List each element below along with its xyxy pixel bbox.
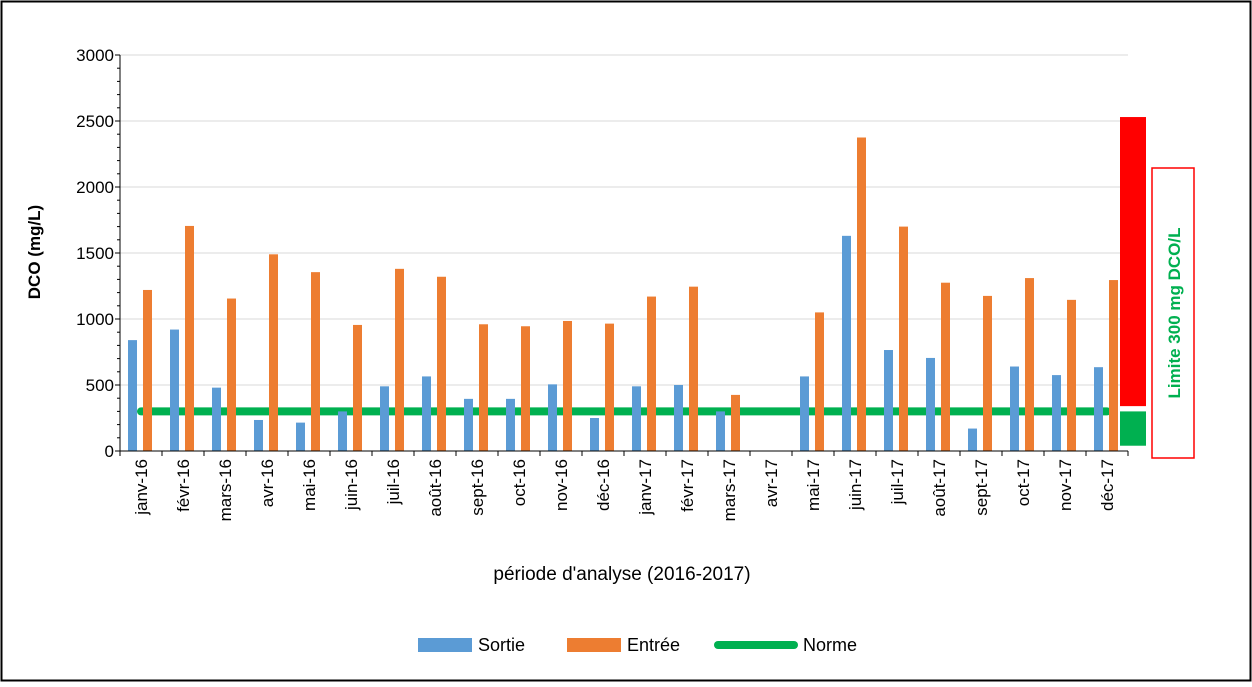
x-tick-label: févr-16 <box>174 459 193 512</box>
bar-entre <box>1067 299 1076 451</box>
bar-sortie <box>338 411 347 451</box>
legend-label: Entrée <box>627 635 680 655</box>
legend-swatch-sortie <box>418 638 472 652</box>
bar-entre <box>437 276 446 451</box>
x-tick-label: avr-17 <box>762 459 781 507</box>
x-tick-label: janv-17 <box>636 459 655 516</box>
x-tick-label: juil-16 <box>384 459 403 505</box>
limit-green-band <box>1120 411 1146 446</box>
bar-sortie <box>800 376 809 451</box>
bar-sortie <box>254 419 263 451</box>
y-tick-label: 1000 <box>76 310 114 329</box>
bar-entre <box>899 226 908 451</box>
bar-entre <box>143 289 152 451</box>
bar-sortie <box>506 398 515 451</box>
bar-sortie <box>590 418 599 451</box>
bar-entre <box>731 394 740 451</box>
limit-label: Limite 300 mg DCO/L <box>1165 228 1184 399</box>
y-tick-label: 0 <box>105 442 114 461</box>
bar-entre <box>227 298 236 451</box>
bar-entre <box>563 320 572 451</box>
y-tick-label: 500 <box>86 376 114 395</box>
y-tick-label: 2500 <box>76 112 114 131</box>
limit-label-box <box>1151 167 1195 459</box>
x-tick-label: août-17 <box>930 459 949 517</box>
legend-label: Norme <box>803 635 857 655</box>
bar-sortie <box>422 376 431 451</box>
bar-entre <box>185 225 194 451</box>
bar-entre <box>605 323 614 451</box>
x-tick-label: sept-16 <box>468 459 487 516</box>
y-tick-label: 3000 <box>76 46 114 65</box>
bar-sortie <box>1052 375 1061 451</box>
bar-sortie <box>716 411 725 451</box>
bar-entre <box>521 326 530 451</box>
bar-entre <box>311 272 320 451</box>
bar-entre <box>1025 278 1034 451</box>
bar-sortie <box>968 428 977 451</box>
x-tick-label: juin-16 <box>342 459 361 511</box>
y-tick-label: 1500 <box>76 244 114 263</box>
x-tick-label: févr-17 <box>678 459 697 512</box>
bar-sortie <box>548 384 557 451</box>
bar-sortie <box>1094 367 1103 451</box>
bar-sortie <box>884 350 893 451</box>
bar-entre <box>857 137 866 451</box>
bar-entre <box>269 254 278 451</box>
bar-sortie <box>296 422 305 451</box>
x-tick-label: nov-17 <box>1056 459 1075 511</box>
bar-entre <box>1109 280 1118 451</box>
x-tick-label: août-16 <box>426 459 445 517</box>
bar-sortie <box>380 386 389 451</box>
x-tick-label: mars-16 <box>216 459 235 521</box>
y-axis-label: DCO (mg/L) <box>25 205 44 299</box>
bar-sortie <box>464 398 473 451</box>
x-tick-label: mai-17 <box>804 459 823 511</box>
bar-entre <box>941 282 950 451</box>
x-tick-label: oct-17 <box>1014 459 1033 506</box>
x-tick-label: déc-16 <box>594 459 613 511</box>
legend-swatch-entre <box>567 638 621 652</box>
bar-sortie <box>842 235 851 451</box>
bar-sortie <box>170 329 179 451</box>
x-tick-label: sept-17 <box>972 459 991 516</box>
bar-entre <box>353 324 362 451</box>
gridlines <box>120 54 1128 386</box>
bar-entre <box>815 312 824 451</box>
bar-sortie <box>926 357 935 451</box>
x-tick-label: déc-17 <box>1098 459 1117 511</box>
bar-sortie <box>674 385 683 451</box>
bar-sortie <box>128 340 137 451</box>
legend: Sortie Entrée Norme <box>418 635 857 655</box>
bar-entre <box>395 268 404 451</box>
legend-label: Sortie <box>478 635 525 655</box>
x-tick-label: avr-16 <box>258 459 277 507</box>
bar-entre <box>689 286 698 451</box>
limit-annotation: Limite 300 mg DCO/L <box>1120 117 1195 459</box>
bar-entre <box>647 296 656 451</box>
bar-entre <box>983 295 992 451</box>
x-tick-label: nov-16 <box>552 459 571 511</box>
x-tick-label: juil-17 <box>888 459 907 505</box>
bar-entre <box>479 324 488 451</box>
bar-sortie <box>1010 366 1019 451</box>
limit-red-band <box>1120 117 1146 407</box>
x-axis-label: période d'analyse (2016-2017) <box>493 564 750 585</box>
x-tick-label: mars-17 <box>720 459 739 521</box>
bar-sortie <box>212 387 221 451</box>
bars <box>128 137 1118 451</box>
x-tick-label: janv-16 <box>132 459 151 516</box>
x-tick-label: juin-17 <box>846 459 865 511</box>
axes: 0 500 1000 1500 2000 2500 3000 janv-16 févr-16 ma… <box>76 46 1129 521</box>
y-tick-label: 2000 <box>76 178 114 197</box>
bar-sortie <box>632 386 641 451</box>
x-tick-label: oct-16 <box>510 459 529 506</box>
x-tick-label: mai-16 <box>300 459 319 511</box>
